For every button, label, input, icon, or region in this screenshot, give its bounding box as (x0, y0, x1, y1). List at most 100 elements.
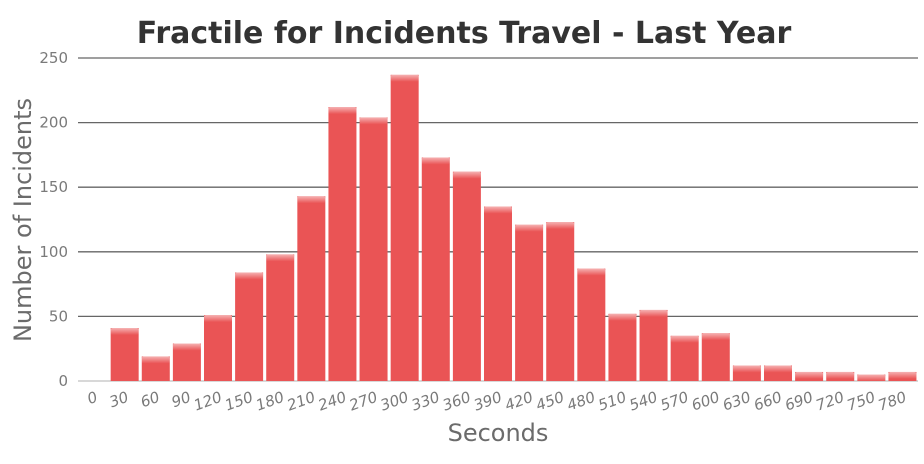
bar-750 (857, 374, 886, 381)
bar-690 (795, 371, 824, 381)
x-tick-label: 540 (627, 388, 660, 415)
bar-highlight (141, 356, 170, 364)
bar-rect (484, 206, 512, 381)
bar-rect (359, 117, 388, 381)
bar-highlight (484, 206, 512, 214)
x-axis-ticks: 0 30 60 90120150180210240270300330360390420… (85, 388, 909, 415)
x-tick-label: 510 (596, 388, 629, 415)
bar-rect (204, 315, 232, 381)
x-tick-label: 330 (409, 388, 442, 415)
x-tick-label: 270 (347, 388, 380, 415)
bar-highlight (826, 371, 855, 379)
bar-highlight (515, 224, 544, 232)
bar-highlight (328, 107, 357, 115)
bar-highlight (764, 365, 792, 373)
bar-420 (515, 224, 544, 381)
bar-60 (141, 356, 170, 381)
bar-570 (670, 335, 699, 381)
bar-highlight (732, 365, 761, 373)
y-axis-ticks: 0 50 100 150 200 250 (39, 49, 68, 390)
y-tick-label: 50 (49, 307, 68, 325)
x-tick-label: 450 (534, 388, 567, 415)
x-tick-label: 570 (658, 388, 691, 415)
bar-rect (670, 335, 699, 381)
bar-highlight (639, 309, 668, 317)
bar-210 (297, 196, 326, 381)
x-tick-label: 210 (285, 388, 318, 415)
bar-180 (266, 254, 295, 381)
x-tick-label: 90 (169, 388, 193, 411)
bar-630 (732, 365, 761, 381)
bars (110, 74, 917, 382)
bar-highlight (452, 171, 481, 179)
bar-rect (608, 313, 637, 381)
bar-480 (577, 268, 606, 381)
bar-highlight (577, 268, 606, 276)
x-tick-label: 360 (440, 388, 473, 415)
bar-highlight (546, 222, 575, 230)
x-tick-label: 780 (876, 388, 909, 415)
bar-highlight (701, 333, 730, 341)
bar-330 (421, 157, 450, 381)
x-tick-label: 30 (107, 388, 131, 411)
bar-highlight (110, 328, 139, 336)
x-axis-label: Seconds (448, 419, 549, 447)
x-tick-label: 420 (502, 388, 535, 415)
bar-390 (484, 206, 512, 381)
bar-780 (888, 371, 917, 381)
x-tick-label: 180 (254, 388, 287, 415)
y-tick-label: 200 (39, 114, 68, 132)
bar-540 (639, 309, 668, 381)
bar-rect (110, 328, 139, 381)
y-tick-label: 100 (39, 243, 68, 261)
bar-highlight (359, 117, 388, 125)
bar-270 (359, 117, 388, 381)
bar-rect (452, 171, 481, 381)
bar-highlight (297, 196, 326, 204)
bar-660 (764, 365, 792, 381)
x-tick-label: 600 (689, 388, 722, 415)
y-tick-label: 0 (58, 372, 68, 390)
x-tick-label: 0 (85, 388, 100, 408)
y-tick-label: 150 (39, 178, 68, 196)
x-tick-label: 240 (316, 388, 349, 415)
bar-360 (452, 171, 481, 381)
y-axis-label: Number of Incidents (9, 98, 37, 342)
x-tick-label: 150 (222, 388, 255, 415)
x-tick-label: 630 (720, 388, 753, 415)
bar-rect (421, 157, 450, 381)
bar-30 (110, 328, 139, 381)
bar-90 (172, 343, 201, 381)
x-tick-label: 60 (138, 388, 162, 411)
bar-highlight (857, 374, 886, 381)
bar-highlight (795, 371, 824, 379)
bar-rect (515, 224, 544, 381)
x-tick-label: 300 (378, 388, 411, 415)
y-tick-label: 250 (39, 49, 68, 67)
bar-highlight (235, 272, 264, 280)
bar-rect (639, 309, 668, 381)
x-tick-label: 720 (814, 388, 847, 415)
chart-title: Fractile for Incidents Travel - Last Yea… (137, 16, 792, 51)
x-tick-label: 480 (565, 388, 598, 415)
bar-510 (608, 313, 637, 381)
bar-rect (328, 107, 357, 381)
bar-rect (546, 222, 575, 381)
bar-300 (390, 74, 419, 382)
x-tick-label: 690 (782, 388, 815, 415)
bar-720 (826, 371, 855, 381)
bar-600 (701, 333, 730, 381)
bar-highlight (608, 313, 637, 321)
bar-highlight (266, 254, 295, 262)
bar-150 (235, 272, 264, 381)
x-tick-label: 120 (191, 388, 224, 415)
bar-highlight (421, 157, 450, 165)
bar-highlight (204, 315, 232, 323)
bar-rect (701, 333, 730, 381)
x-tick-label: 660 (751, 388, 784, 415)
x-tick-label: 750 (845, 388, 878, 415)
bar-240 (328, 107, 357, 381)
bar-rect (390, 74, 419, 382)
x-tick-label: 390 (471, 388, 504, 415)
bar-highlight (670, 335, 699, 343)
